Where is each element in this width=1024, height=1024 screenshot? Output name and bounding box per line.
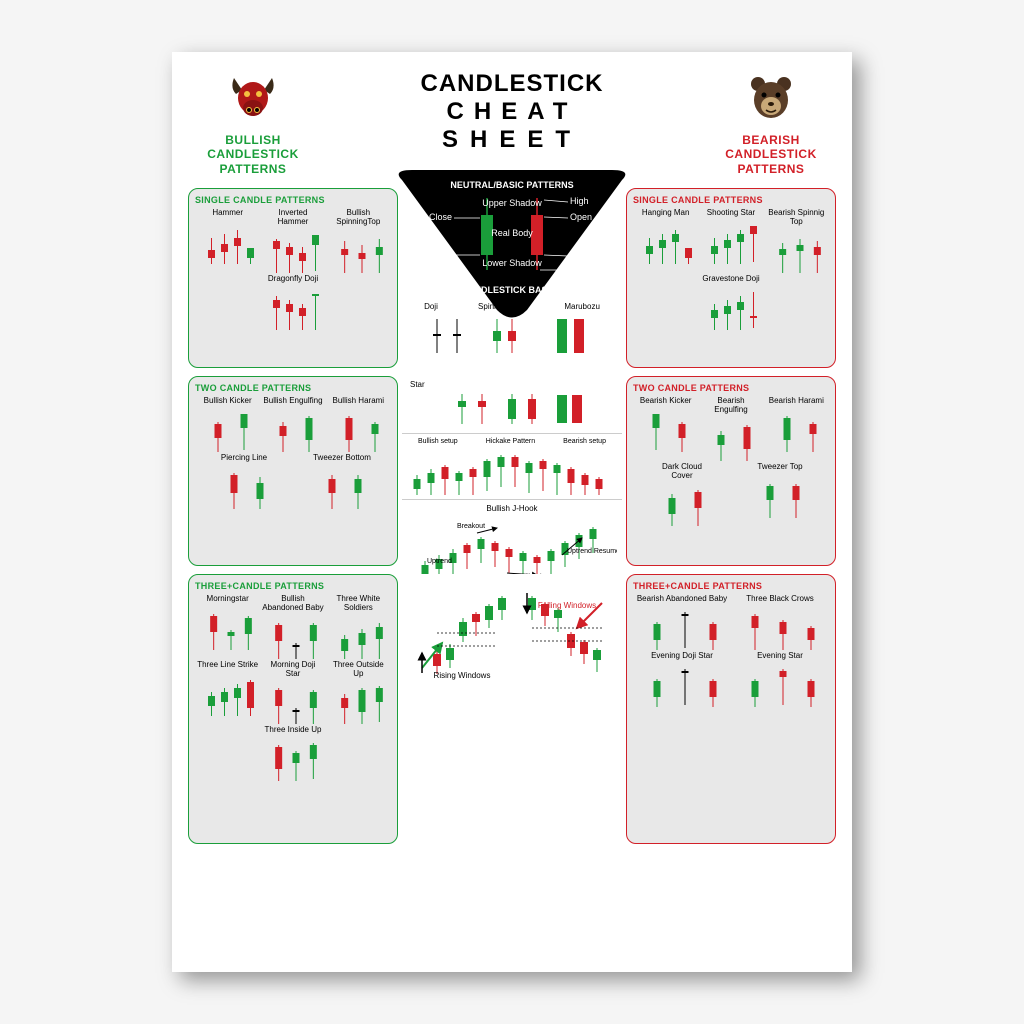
bull-single-panel: SINGLE CANDLE PATTERNS HammerInverted Ha… — [188, 188, 398, 368]
pattern-piercing-line: Piercing Line — [213, 454, 274, 509]
title-line-3: SHEET — [318, 126, 706, 154]
pattern-bearish-kicker: Bearish Kicker — [635, 397, 696, 461]
bear-three-panel: THREE+CANDLE PATTERNS Bearish Abandoned … — [626, 574, 836, 844]
panel-title: TWO CANDLE PATTERNS — [633, 383, 829, 393]
svg-text:Low: Low — [570, 264, 587, 274]
bear-two-panel: TWO CANDLE PATTERNS Bearish KickerBearis… — [626, 376, 836, 566]
bull-header-block: BULLISH CANDLESTICK PATTERNS — [188, 70, 318, 176]
panel-title: THREE+CANDLE PATTERNS — [195, 581, 391, 591]
pattern-hammer: Hammer — [197, 209, 258, 273]
bear-header-block: BEARISH CANDLESTICK PATTERNS — [706, 70, 836, 176]
svg-text:CANDLESTICK BASICS: CANDLESTICK BASICS — [461, 285, 562, 295]
pattern-bearish-spinnig-top: Bearish Spinnig Top — [766, 209, 827, 273]
pattern-dragonfly-doji: Dragonfly Doji — [262, 275, 323, 330]
svg-text:High: High — [570, 196, 589, 206]
bear-header-label: BEARISH CANDLESTICK PATTERNS — [706, 133, 836, 176]
pattern-inverted-hammer: Inverted Hammer — [262, 209, 323, 273]
jhook-label: Bullish J-Hook — [404, 504, 620, 513]
pattern-bearish-engulfing: Bearish Engulfing — [700, 397, 761, 461]
doji-candles — [433, 319, 461, 353]
pattern-bullish-abandoned-baby: Bullish Abandoned Baby — [262, 595, 323, 659]
pattern-bullish-harami: Bullish Harami — [328, 397, 389, 452]
pattern-three-white-soldiers: Three White Soldiers — [328, 595, 389, 659]
center-section-3: Rising Windows Falling Windows — [402, 574, 622, 844]
panel-title: SINGLE CANDLE PATTERNS — [195, 195, 391, 205]
pattern-evening-doji-star: Evening Doji Star — [635, 652, 729, 707]
center-label: Bearish setup — [563, 438, 606, 445]
svg-text:Close: Close — [570, 250, 593, 260]
jhook-chart: Uptrend Breakout Pullback Uptrend Resume… — [407, 513, 617, 583]
bear-single-panel: SINGLE CANDLE PATTERNS Hanging ManShooti… — [626, 188, 836, 368]
svg-text:NEUTRAL/BASIC PATTERNS: NEUTRAL/BASIC PATTERNS — [450, 180, 573, 190]
svg-text:Open: Open — [430, 250, 452, 260]
windows-chart: Rising Windows Falling Windows — [407, 578, 617, 698]
pattern-bullish-kicker: Bullish Kicker — [197, 397, 258, 452]
pattern-shooting-star: Shooting Star — [700, 209, 761, 273]
pattern-morning-doji-star: Morning Doji Star — [262, 661, 323, 725]
pattern-bullish-engulfing: Bullish Engulfing — [262, 397, 323, 452]
svg-text:Uptrend Resumes: Uptrend Resumes — [567, 548, 617, 555]
bear-icon — [744, 70, 798, 124]
main-title: CANDLESTICK CHEAT SHEET — [318, 70, 706, 154]
neutral-basics-triangle: NEUTRAL/BASIC PATTERNS Close Open Upper … — [392, 170, 632, 320]
svg-text:Close: Close — [429, 212, 452, 222]
bull-three-panel: THREE+CANDLE PATTERNS MorningstarBullish… — [188, 574, 398, 844]
panel-title: TWO CANDLE PATTERNS — [195, 383, 391, 393]
bull-two-panel: TWO CANDLE PATTERNS Bullish KickerBullis… — [188, 376, 398, 566]
svg-text:Real Body: Real Body — [491, 228, 533, 238]
marubozu-candles — [557, 319, 584, 353]
panel-title: SINGLE CANDLE PATTERNS — [633, 195, 829, 205]
svg-text:Uptrend: Uptrend — [427, 558, 452, 565]
svg-text:Lower Shadow: Lower Shadow — [482, 258, 542, 268]
pattern-bearish-abandoned-baby: Bearish Abandoned Baby — [635, 595, 729, 650]
pattern-three-inside-up: Three Inside Up — [262, 726, 323, 781]
bull-header-label: BULLISH CANDLESTICK PATTERNS — [188, 133, 318, 176]
hickake-chart — [407, 445, 617, 495]
svg-text:Rising Windows: Rising Windows — [434, 671, 491, 680]
title-line-2: CHEAT — [318, 98, 706, 126]
svg-text:Open: Open — [570, 212, 592, 222]
pattern-bearish-harami: Bearish Harami — [766, 397, 827, 461]
title-line-1: CANDLESTICK — [318, 70, 706, 98]
cheat-sheet-poster: BULLISH CANDLESTICK PATTERNS CANDLESTICK… — [172, 52, 852, 972]
star-label: Star — [404, 380, 620, 389]
pattern-three-line-strike: Three Line Strike — [197, 661, 258, 725]
pattern-tweezer-bottom: Tweezer Bottom — [311, 454, 372, 509]
center-label: Bullish setup — [418, 438, 458, 445]
pattern-tweezer-top: Tweezer Top — [749, 463, 810, 527]
pattern-three-outside-up: Three Outside Up — [328, 661, 389, 725]
svg-text:Breakout: Breakout — [457, 523, 485, 530]
pattern-hanging-man: Hanging Man — [635, 209, 696, 273]
pattern-evening-star: Evening Star — [733, 652, 827, 707]
center-label: Hickake Pattern — [486, 438, 535, 445]
svg-text:Upper Shadow: Upper Shadow — [482, 198, 542, 208]
bull-icon — [226, 70, 280, 124]
poster-header: BULLISH CANDLESTICK PATTERNS CANDLESTICK… — [188, 70, 836, 176]
center-section-2: Star Bullish setup Hickake Pattern Beari… — [402, 376, 622, 566]
pattern-dark-cloud-cover: Dark Cloud Cover — [651, 463, 712, 527]
spinning-top-candles — [493, 319, 516, 353]
pattern-gravestone-doji: Gravestone Doji — [700, 275, 761, 330]
pattern-morningstar: Morningstar — [197, 595, 258, 659]
panel-title: THREE+CANDLE PATTERNS — [633, 581, 829, 591]
pattern-bullish-spinningtop: Bullish SpinningTop — [328, 209, 389, 273]
svg-text:Falling Windows: Falling Windows — [538, 601, 596, 610]
pattern-three-black-crows: Three Black Crows — [733, 595, 827, 650]
